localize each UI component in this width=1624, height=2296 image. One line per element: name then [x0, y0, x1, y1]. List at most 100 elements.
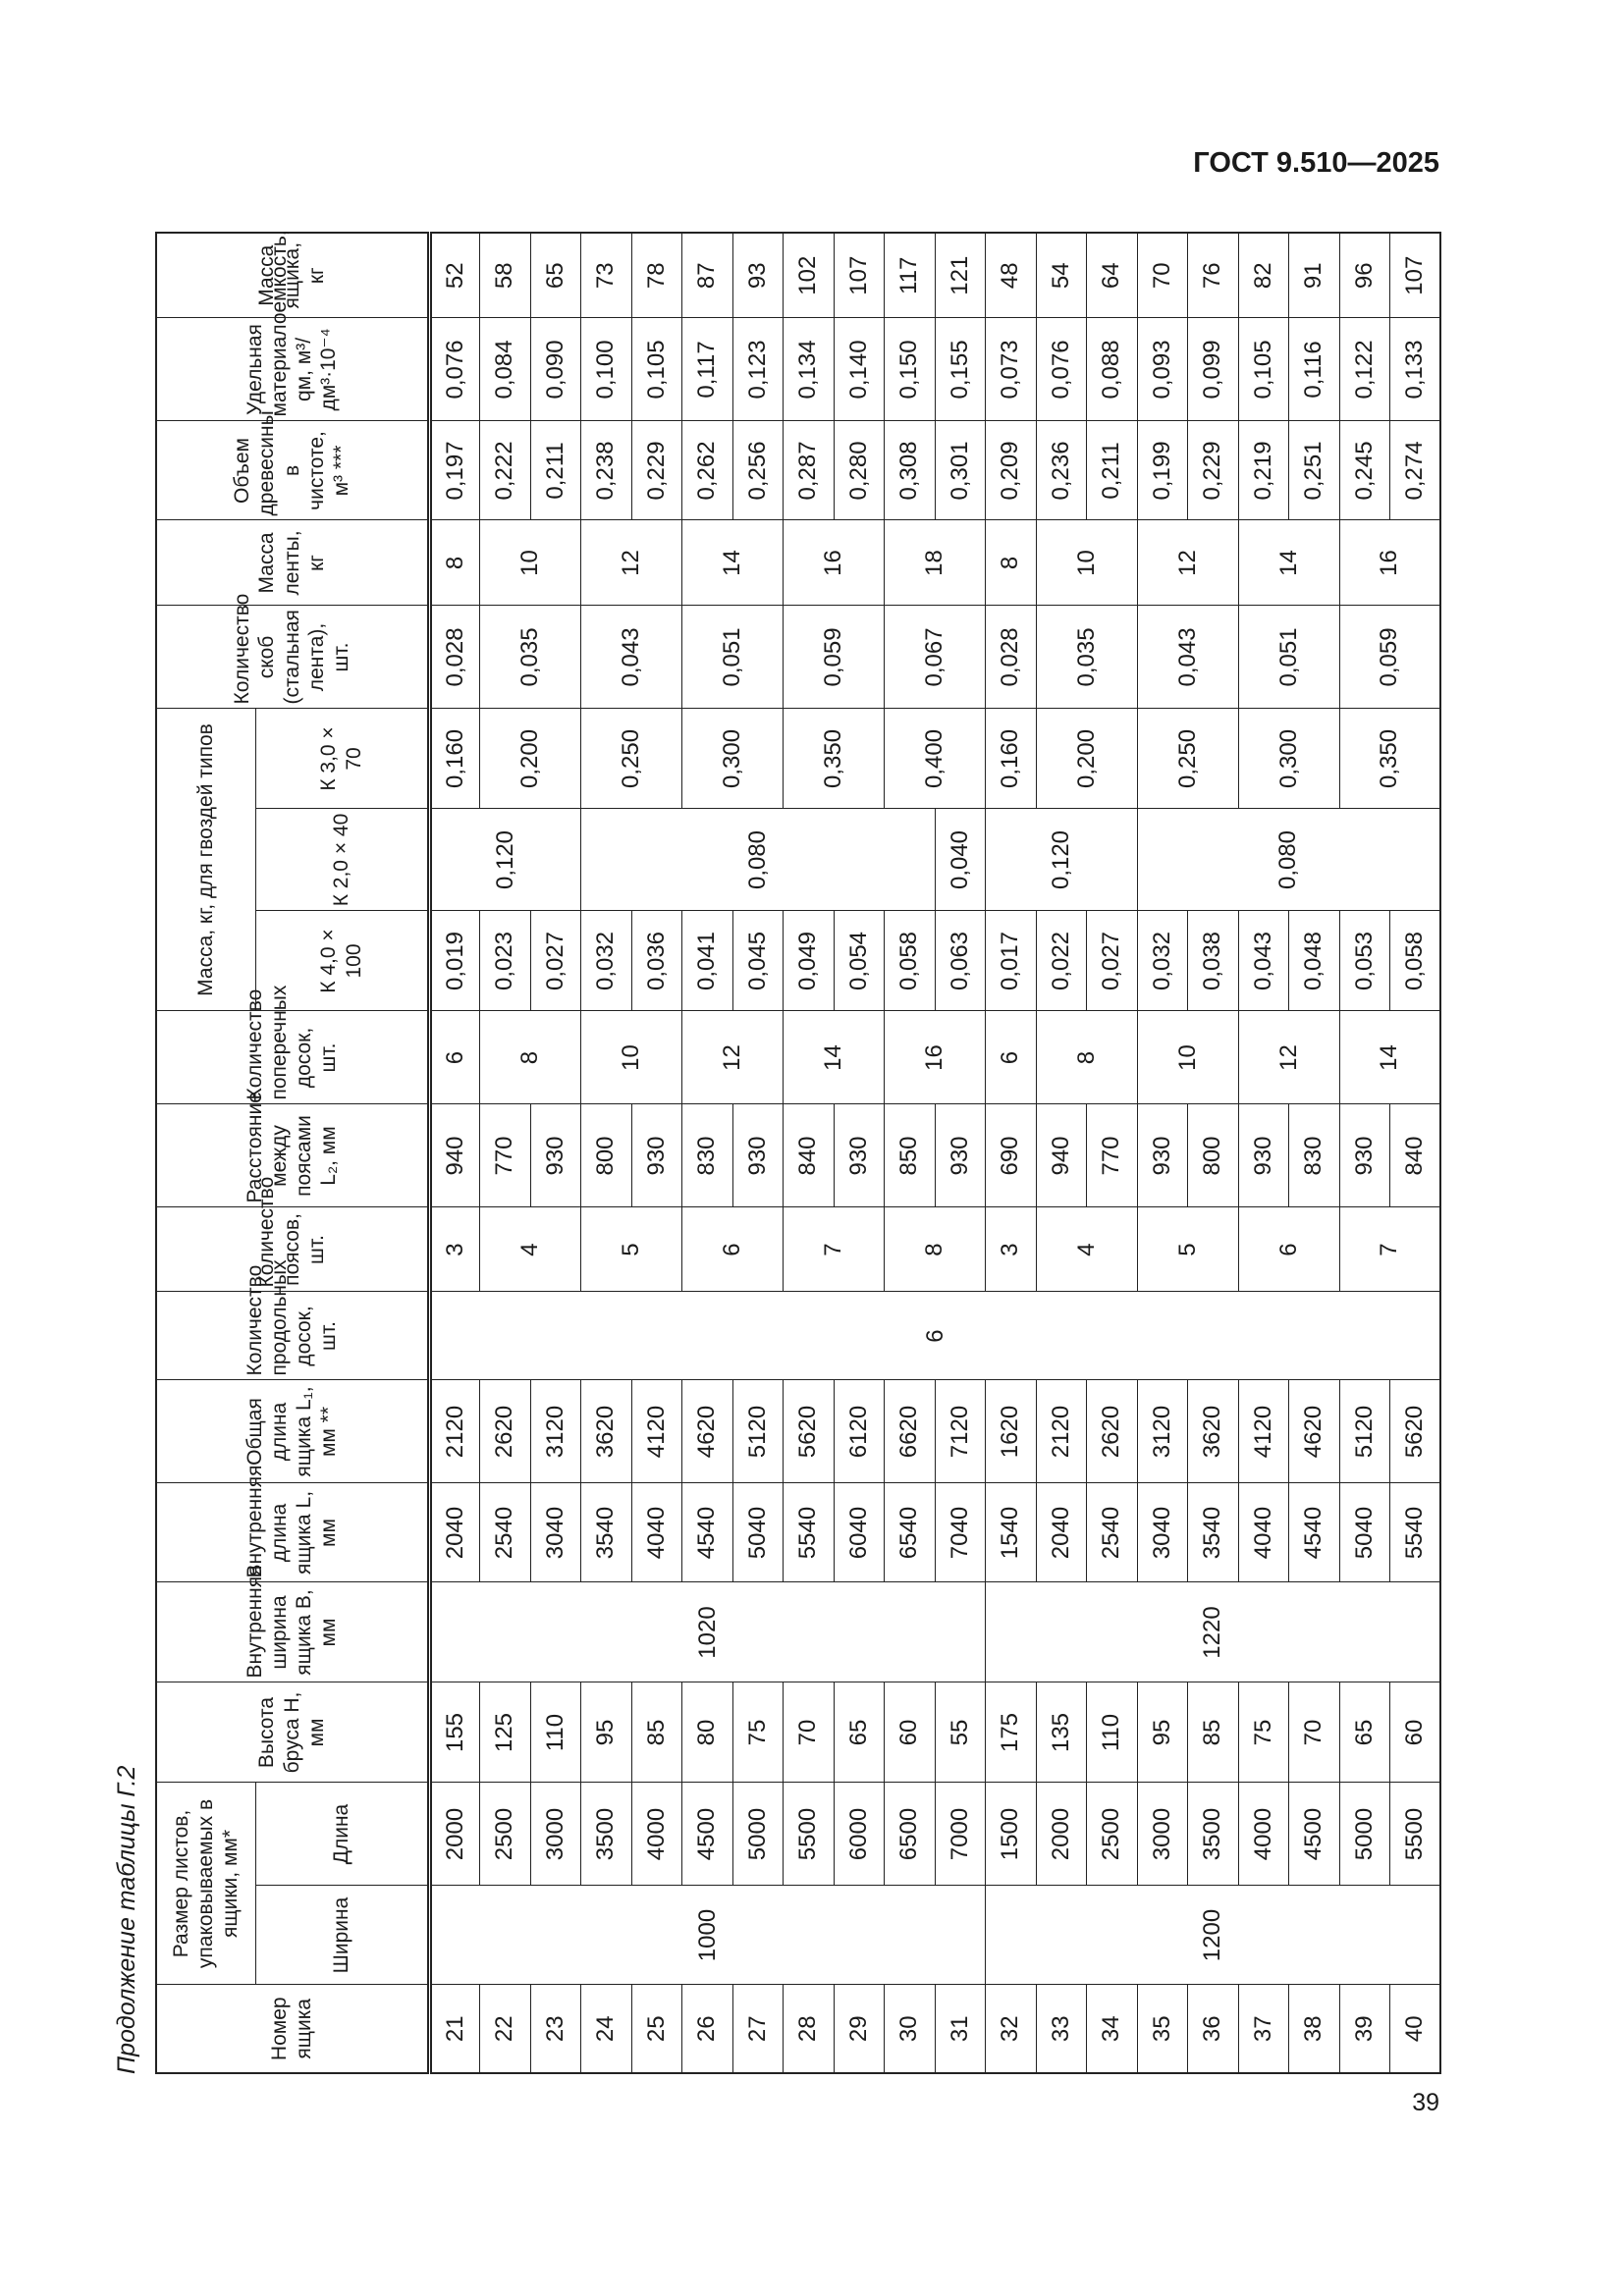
table-cell: 40	[1389, 1985, 1440, 2073]
table-cell: 0,122	[1339, 317, 1390, 421]
table-cell: 14	[1339, 1011, 1440, 1104]
table-cell: 4500	[1288, 1783, 1339, 1886]
table-cell: 0,199	[1137, 420, 1188, 520]
table-cell: 5	[580, 1207, 682, 1292]
table-cell: 0,219	[1238, 420, 1289, 520]
table-cell: 0,019	[429, 911, 480, 1011]
table-cell: 6	[429, 1011, 480, 1104]
table-cell: 3120	[1137, 1380, 1188, 1483]
table-cell: 0,155	[935, 317, 986, 421]
table-cell: 2000	[429, 1783, 480, 1886]
table-cell: 39	[1339, 1985, 1390, 2073]
table-cell: 930	[530, 1104, 581, 1207]
table-cell: 93	[732, 232, 784, 318]
table-row: 30 6500 60 6540 6620 8 850 16 0,058 0,400 0,067 18 0…	[884, 232, 986, 2073]
header-cell: Внутренняя длина ящика L, мм	[156, 1465, 429, 1582]
header-cell: Общая длина ящика L₁, мм **	[156, 1380, 429, 1483]
table-cell: 0,229	[1187, 420, 1238, 520]
table-cell: 6540	[884, 1483, 935, 1582]
table-cell: 12	[1137, 519, 1238, 606]
table-cell: 840	[1389, 1104, 1440, 1207]
table-cell: 3540	[1187, 1483, 1238, 1582]
table-cell: 930	[1238, 1104, 1289, 1207]
table-cell: 6500	[884, 1783, 935, 1886]
table-cell: 3120	[530, 1380, 581, 1483]
header-cell: Объем древесины в чистоте, м³ ***	[156, 410, 429, 520]
table-cell: 10	[1036, 519, 1137, 606]
table-row: 32 1200 1500 175 1220 1540 1620 3 690 6 0,017 0,120…	[985, 232, 1440, 2073]
table-cell: 0,036	[631, 911, 682, 1011]
table-cell: 2000	[1036, 1783, 1087, 1886]
table-cell: 0,032	[580, 911, 631, 1011]
table-cell: 0,229	[631, 420, 682, 520]
table-cell: 31	[935, 1985, 986, 2073]
table-cell: 0,043	[1137, 605, 1238, 709]
table-cell: 0,251	[1288, 420, 1339, 520]
table-cell: 38	[1288, 1985, 1339, 2073]
data-table: Номер ящика Размер листов, упаковываемых…	[155, 230, 1441, 2074]
table-cell: 0,027	[1086, 911, 1137, 1011]
table-cell: 6	[429, 1292, 1440, 1380]
table-cell: 1200	[985, 1886, 1440, 1985]
table-cell: 65	[834, 1682, 885, 1783]
table-cell: 12	[580, 519, 682, 606]
header-cell: Количество поясов, шт.	[156, 1177, 429, 1292]
table-cell: 102	[783, 232, 834, 318]
table-cell: 0,038	[1187, 911, 1238, 1011]
table-cell: 0,053	[1339, 911, 1390, 1011]
table-cell: 6620	[884, 1380, 935, 1483]
table-cell: 16	[783, 519, 885, 606]
table-row: 26 4500 80 4540 4620 6 830 12 0,041 0,300 0,051 14 0…	[681, 232, 784, 2073]
table-cell: 10	[1137, 1011, 1238, 1104]
table-cell: 0,350	[783, 708, 885, 809]
table-cell: 0,274	[1389, 420, 1440, 520]
table-cell: 27	[732, 1985, 784, 2073]
table-cell: 690	[985, 1104, 1036, 1207]
table-cell: 3040	[530, 1483, 581, 1582]
table-cell: 0,140	[834, 317, 885, 421]
header-cell: Масса ящика, кг	[156, 232, 429, 318]
table-cell: 0,023	[479, 911, 530, 1011]
table-cell: 0,043	[580, 605, 682, 709]
table-cell: 4000	[1238, 1783, 1289, 1886]
table-cell: 0,211	[1086, 420, 1137, 520]
table-cell: 0,041	[681, 911, 732, 1011]
table-cell: 0,287	[783, 420, 834, 520]
table-cell: 5540	[783, 1483, 834, 1582]
table-cell: 107	[1389, 232, 1440, 318]
table-cell: 0,238	[580, 420, 631, 520]
table-row: 38 4500 70 4540 4620 830 0,048 0,251 0,116 91	[1288, 232, 1339, 2073]
table-cell: 0,093	[1137, 317, 1188, 421]
table-cell: 0,028	[429, 605, 480, 709]
table-row: 22 2500 125 2540 2620 4 770 8 0,023 0,200 0,035 10 0…	[479, 232, 581, 2073]
table-cell: 48	[985, 232, 1036, 318]
table-cell: 0,058	[1389, 911, 1440, 1011]
table-cell: 3	[985, 1207, 1036, 1292]
table-cell: 770	[479, 1104, 530, 1207]
table-head: Номер ящика Размер листов, упаковываемых…	[156, 230, 429, 2073]
table-cell: 0,100	[580, 317, 631, 421]
table-cell: 0,080	[580, 809, 935, 911]
table-cell: 55	[935, 1682, 986, 1783]
table-cell: 65	[1339, 1682, 1390, 1783]
table-cell: 0,150	[884, 317, 935, 421]
table-cell: 0,134	[783, 317, 834, 421]
table-cell: 940	[429, 1104, 480, 1207]
table-cell: 1020	[429, 1582, 986, 1682]
table-cell: 0,400	[884, 708, 986, 809]
table-cell: 4040	[1238, 1483, 1289, 1582]
table-cell: 7000	[935, 1783, 986, 1886]
table-cell: 0,084	[479, 317, 530, 421]
table-cell: 12	[1238, 1011, 1339, 1104]
table-row: 29 6000 65 6040 6120 930 0,054 0,280 0,140 107	[834, 232, 885, 2073]
table-cell: 121	[935, 232, 986, 318]
table-row: 33 2000 135 2040 2120 4 940 8 0,022 0,200 0,035 10 0…	[1036, 232, 1137, 2073]
table-cell: 5540	[1389, 1483, 1440, 1582]
table-cell: 940	[1036, 1104, 1087, 1207]
table-cell: 33	[1036, 1985, 1087, 2073]
table-cell: 3000	[1137, 1783, 1188, 1886]
table-cell: 25	[631, 1985, 682, 2073]
table-cell: 5620	[783, 1380, 834, 1483]
table-cell: 2540	[1086, 1483, 1137, 1582]
table-cell: 8	[429, 519, 480, 606]
